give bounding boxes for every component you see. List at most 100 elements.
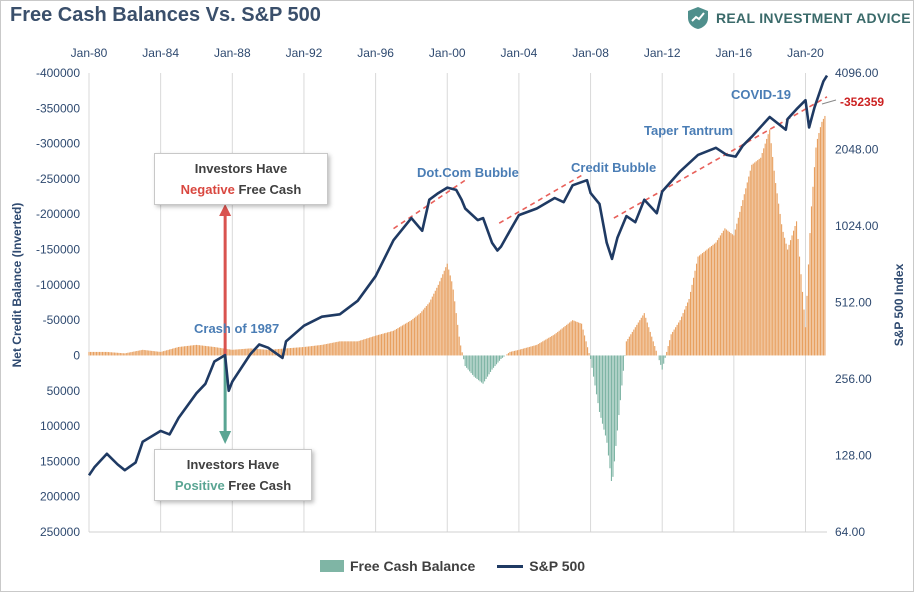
free-cash-bar [149, 350, 151, 356]
free-cash-bar [349, 341, 351, 356]
free-cash-bar [561, 328, 563, 356]
free-cash-bar [788, 244, 790, 356]
free-cash-bar [369, 337, 371, 356]
free-cash-bar [448, 269, 450, 356]
free-cash-bar [531, 346, 533, 356]
free-cash-bar [133, 351, 135, 356]
free-cash-bar [660, 355, 662, 365]
x-tick-label: Jan-00 [429, 46, 466, 60]
free-cash-bar [428, 302, 430, 356]
free-cash-bar [603, 355, 605, 430]
x-tick-label: Jan-84 [142, 46, 179, 60]
free-cash-bar [185, 346, 187, 356]
free-cash-bar [600, 355, 602, 418]
free-cash-bar [442, 274, 444, 356]
free-cash-bar [216, 347, 218, 356]
free-cash-bar [782, 231, 784, 356]
left-tick-label: -250000 [36, 172, 80, 186]
free-cash-bar [331, 342, 333, 356]
free-cash-bar [745, 188, 747, 356]
free-cash-bar [770, 143, 772, 356]
left-tick-label: -50000 [43, 313, 81, 327]
free-cash-bar [766, 138, 768, 356]
free-cash-bar [539, 343, 541, 356]
right-tick-label: 4096.00 [835, 66, 879, 80]
free-cash-bar [581, 323, 583, 356]
positive-word: Positive [174, 478, 225, 493]
free-cash-bar [189, 345, 192, 356]
chart-legend: Free Cash Balance S&P 500 [320, 558, 607, 574]
free-cash-bar [719, 235, 721, 356]
free-cash-bar [730, 233, 732, 356]
free-cash-bar [737, 217, 739, 356]
free-cash-bar [549, 336, 551, 356]
free-cash-bar [167, 349, 169, 356]
free-cash-bar [178, 346, 180, 356]
free-cash-bar [676, 324, 678, 356]
free-cash-bar [801, 291, 804, 356]
free-cash-bar [306, 346, 308, 356]
negative-arrowhead [219, 204, 232, 216]
free-cash-bar [233, 349, 235, 356]
free-cash-bar [112, 352, 114, 356]
free-cash-bar [685, 306, 687, 356]
free-cash-bar [195, 344, 198, 356]
legend-swatch-line [497, 564, 524, 568]
free-cash-bar [500, 355, 502, 359]
free-cash-bar [527, 347, 529, 356]
free-cash-bar [218, 347, 220, 356]
free-cash-bar [601, 355, 604, 424]
left-tick-label: 0 [73, 348, 80, 362]
free-cash-bar [118, 352, 120, 356]
free-cash-bar [751, 164, 753, 356]
free-cash-bar [664, 355, 666, 358]
free-cash-bar [421, 311, 423, 356]
free-cash-bar [725, 229, 727, 356]
free-cash-bar [627, 338, 629, 356]
free-cash-bar [164, 350, 166, 356]
free-cash-bar [809, 233, 811, 356]
free-cash-bar [345, 341, 347, 356]
free-cash-bar [557, 331, 559, 356]
left-tick-label: -350000 [36, 101, 80, 115]
free-cash-bar [481, 355, 483, 383]
free-cash-bar [318, 345, 320, 356]
free-cash-bar [454, 301, 456, 356]
free-cash-bar [551, 336, 553, 356]
free-cash-bar [376, 335, 378, 356]
free-cash-bar [760, 157, 762, 356]
free-cash-bar [536, 344, 538, 356]
free-cash-bar [446, 263, 448, 356]
free-cash-bar [383, 333, 386, 356]
free-cash-bar [494, 355, 496, 367]
free-cash-bar [370, 337, 372, 356]
left-axis-ticks: -400000 -350000 -300000 -250000 -200000 -1500… [36, 66, 80, 539]
free-cash-bar [598, 355, 601, 412]
grid-lines [88, 73, 807, 532]
free-cash-bar [703, 251, 705, 356]
free-cash-bar [401, 325, 404, 356]
free-cash-bar [230, 349, 232, 356]
free-cash-bar [157, 351, 159, 356]
credit-bubble-label: Credit Bubble [571, 160, 656, 175]
free-cash-bar [652, 341, 654, 356]
positive-cash-callout: Investors Have Positive Free Cash [154, 449, 312, 501]
free-cash-bar [207, 346, 209, 356]
free-cash-bar [307, 346, 309, 356]
left-tick-label: -400000 [36, 66, 80, 80]
free-cash-bar [742, 200, 744, 356]
free-cash-bar [537, 343, 539, 356]
right-tick-label: 64.00 [835, 525, 865, 539]
free-cash-bar [413, 317, 415, 356]
free-cash-bar [739, 211, 741, 356]
free-cash-bar [431, 296, 433, 356]
free-cash-bar [183, 346, 186, 356]
positive-callout-line2: Positive Free Cash [155, 475, 311, 496]
free-cash-bar [243, 348, 245, 356]
free-cash-bar [395, 328, 398, 356]
free-cash-bar [579, 323, 581, 356]
free-cash-bar [566, 324, 568, 356]
free-cash-bar [324, 344, 326, 356]
free-cash-bar [407, 321, 410, 356]
free-cash-bar [503, 355, 505, 357]
